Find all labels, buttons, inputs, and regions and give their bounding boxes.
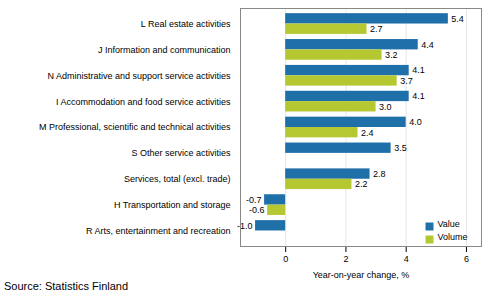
svg-text:N Administrative and support s: N Administrative and support service act… [47, 71, 231, 81]
svg-text:H Transportation and storage: H Transportation and storage [114, 200, 231, 210]
svg-text:0: 0 [283, 254, 288, 264]
svg-text:5.4: 5.4 [451, 14, 464, 24]
svg-text:4.4: 4.4 [421, 40, 434, 50]
svg-text:2.4: 2.4 [361, 128, 374, 138]
svg-text:-0.6: -0.6 [249, 205, 265, 215]
html-text:Source: Statistics Finland: Source: Statistics Finland [4, 280, 129, 292]
svg-text:Volume: Volume [438, 232, 468, 242]
svg-text:S Other service activities: S Other service activities [131, 148, 231, 158]
svg-text:2.2: 2.2 [355, 179, 368, 189]
svg-text:3.0: 3.0 [379, 102, 392, 112]
svg-text:2.8: 2.8 [373, 169, 386, 179]
svg-text:2.7: 2.7 [370, 24, 383, 34]
svg-text:6: 6 [464, 254, 469, 264]
svg-text:J Information and communicatio: J Information and communication [98, 45, 231, 55]
svg-text:4.1: 4.1 [412, 91, 425, 101]
svg-text:Year-on-year change, %: Year-on-year change, % [313, 270, 410, 280]
svg-text:4.0: 4.0 [409, 117, 422, 127]
svg-text:4: 4 [404, 254, 409, 264]
svg-text:3.2: 3.2 [385, 50, 398, 60]
svg-text:2: 2 [343, 254, 348, 264]
svg-text:Services, total (excl. trade): Services, total (excl. trade) [124, 174, 231, 184]
svg-text:-0.7: -0.7 [246, 195, 262, 205]
svg-text:3.5: 3.5 [394, 143, 407, 153]
svg-text:M Professional, scientific and: M Professional, scientific and technical… [39, 122, 231, 132]
svg-text:4.1: 4.1 [412, 65, 425, 75]
svg-text:Value: Value [438, 219, 460, 229]
svg-text:L Real estate activities: L Real estate activities [141, 19, 231, 29]
svg-text:R Arts, entertainment and recr: R Arts, entertainment and recreation [86, 226, 231, 236]
svg-text:3.7: 3.7 [400, 76, 413, 86]
svg-text:I Accommodation and food servi: I Accommodation and food service activit… [56, 97, 231, 107]
svg-text:-1.0: -1.0 [237, 221, 253, 231]
